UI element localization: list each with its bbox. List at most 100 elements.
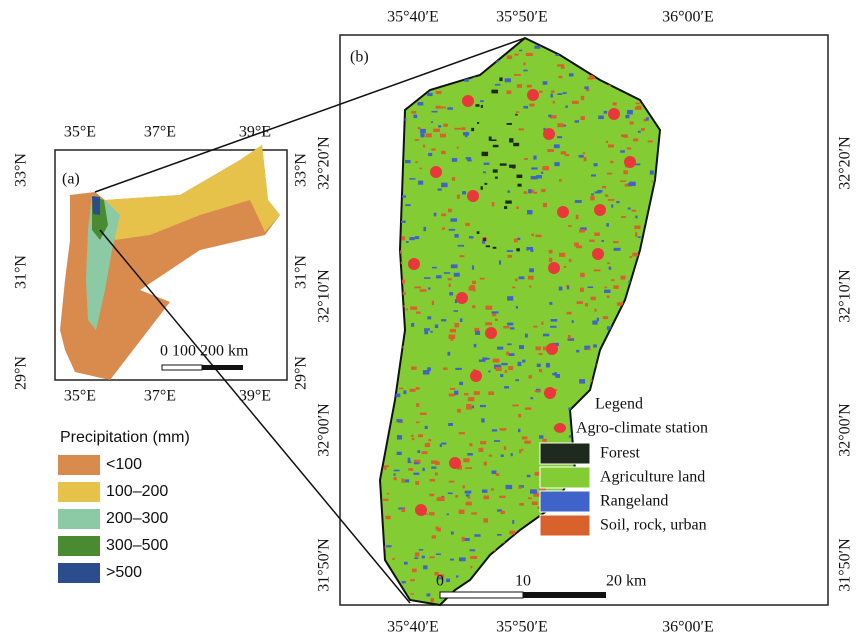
patch <box>464 537 470 542</box>
patch <box>426 593 431 597</box>
patch <box>424 330 429 335</box>
patch <box>449 328 457 333</box>
connector <box>99 229 411 604</box>
patch <box>527 275 534 280</box>
patch <box>422 467 425 472</box>
patch <box>605 140 609 143</box>
patch <box>526 246 534 250</box>
patch <box>499 77 503 82</box>
patch <box>558 286 563 291</box>
patch <box>435 90 442 94</box>
patch <box>490 488 495 491</box>
patch <box>448 423 453 426</box>
patch <box>464 490 472 494</box>
patch <box>541 321 544 325</box>
patch <box>632 252 639 257</box>
patch <box>530 489 537 494</box>
patch <box>583 157 587 162</box>
patch <box>470 565 473 569</box>
patch <box>472 305 476 309</box>
patch <box>447 492 453 495</box>
patch <box>454 393 457 396</box>
patch <box>597 189 603 193</box>
patch <box>425 133 432 138</box>
bottom-tick: 35°40′E <box>387 619 439 636</box>
top-tick: 37°E <box>144 124 176 141</box>
patch <box>386 492 390 495</box>
patch <box>454 234 459 238</box>
legend-label: Agro-climate station <box>576 420 708 437</box>
patch <box>435 553 441 556</box>
patch <box>512 404 519 407</box>
patch <box>491 470 497 475</box>
patch <box>428 439 432 442</box>
patch <box>455 367 462 370</box>
legend-label: <100 <box>106 456 142 473</box>
patch <box>454 127 461 130</box>
patch <box>449 387 456 390</box>
patch <box>463 458 470 463</box>
zone-500 <box>92 196 100 215</box>
patch <box>500 454 504 457</box>
patch <box>517 428 521 433</box>
legend-swatch <box>58 455 100 475</box>
patch <box>542 81 548 85</box>
bottom-tick: 36°00′E <box>662 619 714 636</box>
patch <box>578 154 584 158</box>
patch <box>535 234 542 238</box>
patch <box>530 176 538 180</box>
patch <box>478 447 484 452</box>
patch <box>414 236 420 240</box>
patch <box>517 361 522 366</box>
patch <box>528 609 534 613</box>
patch <box>594 308 597 312</box>
legend-title: Legend <box>595 396 643 413</box>
patch <box>403 561 408 565</box>
patch <box>480 105 483 108</box>
patch <box>431 466 437 469</box>
patch <box>523 69 528 72</box>
patch <box>431 300 435 306</box>
patch <box>414 557 419 560</box>
patch <box>580 272 585 278</box>
scale-bar-a <box>161 364 203 371</box>
patch <box>441 227 446 230</box>
patch <box>440 106 446 109</box>
patch <box>476 231 480 234</box>
patch <box>633 163 641 166</box>
patch <box>522 359 526 363</box>
patch <box>417 450 421 453</box>
patch <box>539 486 546 491</box>
patch <box>536 363 541 368</box>
patch <box>549 115 557 119</box>
patch <box>423 226 427 232</box>
patch <box>607 262 611 265</box>
patch <box>429 512 435 516</box>
patch <box>589 239 595 242</box>
patch <box>566 285 570 290</box>
patch <box>552 372 555 376</box>
patch <box>627 207 631 210</box>
patch <box>555 53 559 57</box>
patch <box>498 260 502 265</box>
patch <box>534 471 540 476</box>
patch <box>459 255 465 258</box>
patch <box>456 146 459 149</box>
patch <box>429 478 436 482</box>
patch <box>557 136 563 139</box>
patch <box>407 461 412 464</box>
patch <box>563 124 566 127</box>
patch <box>443 272 451 274</box>
patch <box>542 346 548 351</box>
patch <box>477 121 480 124</box>
patch <box>533 325 538 328</box>
patch <box>450 337 454 341</box>
left-tick: 31°N <box>13 255 30 289</box>
patch <box>589 75 596 80</box>
patch <box>633 138 639 142</box>
patch <box>608 84 612 87</box>
patch <box>495 366 502 371</box>
patch <box>463 132 470 136</box>
station <box>467 190 479 202</box>
patch <box>415 421 420 424</box>
